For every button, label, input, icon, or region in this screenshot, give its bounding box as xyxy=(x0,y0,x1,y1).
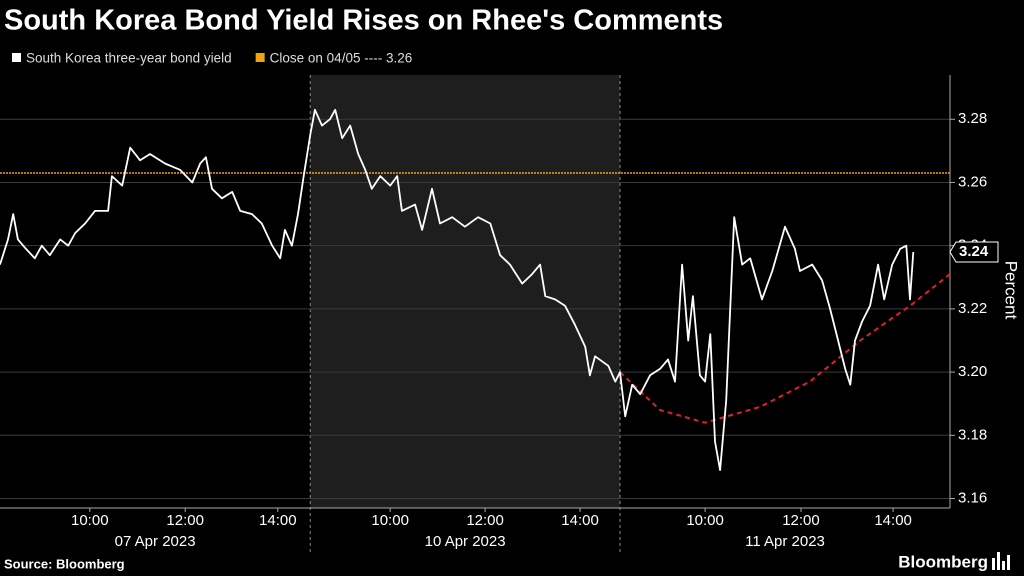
legend-swatch xyxy=(255,53,265,62)
trend-line xyxy=(619,273,951,424)
legend-label: South Korea three-year bond yield xyxy=(26,51,232,66)
y-tick-label: 3.20 xyxy=(958,363,987,380)
x-tick-label: 14:00 xyxy=(561,512,599,529)
y-axis-label: Percent xyxy=(1002,261,1021,320)
y-tick-label: 3.28 xyxy=(958,110,987,127)
x-tick-label: 12:00 xyxy=(782,512,820,529)
x-tick-label: 10:00 xyxy=(686,512,724,529)
legend-label: Close on 04/05 ---- 3.26 xyxy=(270,51,413,66)
x-tick-label: 12:00 xyxy=(466,512,504,529)
x-tick-label: 10:00 xyxy=(371,512,409,529)
brand: Bloomberg xyxy=(898,552,988,571)
x-tick-label: 10:00 xyxy=(71,512,109,529)
y-tick-label: 3.16 xyxy=(958,489,987,506)
x-tick-label: 14:00 xyxy=(874,512,912,529)
x-tick-label: 14:00 xyxy=(259,512,297,529)
series-line xyxy=(0,108,915,471)
legend-swatch xyxy=(12,53,21,62)
shaded-region xyxy=(310,75,621,508)
x-group-label: 10 Apr 2023 xyxy=(425,533,506,550)
x-tick-label: 12:00 xyxy=(166,512,204,529)
source: Source: Bloomberg xyxy=(4,556,125,571)
x-group-label: 11 Apr 2023 xyxy=(745,533,825,550)
y-tick-label: 3.26 xyxy=(958,173,987,190)
y-tick-label: 3.22 xyxy=(958,300,987,317)
y-tick-label: 3.18 xyxy=(958,426,987,443)
last-value-box xyxy=(949,241,999,263)
brand-icon xyxy=(992,552,1010,570)
chart-title: South Korea Bond Yield Rises on Rhee's C… xyxy=(4,5,723,37)
x-group-label: 07 Apr 2023 xyxy=(115,533,196,550)
last-value-label: 3.24 xyxy=(959,243,989,260)
